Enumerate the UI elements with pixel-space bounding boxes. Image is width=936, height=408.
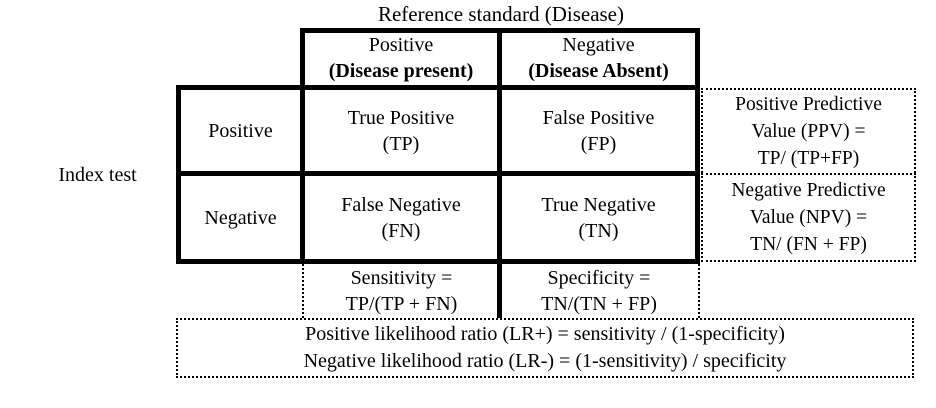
grid-line-right bbox=[695, 28, 700, 264]
cell-false-positive: False Positive (FP) bbox=[542, 106, 655, 155]
ppv-formula-box: Positive Predictive Value (PPV) = TP/ (T… bbox=[701, 88, 916, 173]
cell-true-positive: True Positive (TP) bbox=[347, 106, 455, 155]
grid-line-left bbox=[176, 85, 181, 264]
npv-formula-box: Negative Predictive Value (NPV) = TN/ (F… bbox=[701, 173, 916, 262]
grid-line-row-divider bbox=[176, 171, 700, 176]
index-test-label: Index test bbox=[58, 164, 137, 186]
column-header-positive: Positive (Disease present) bbox=[305, 31, 497, 85]
grid-line-header-bottom bbox=[176, 85, 700, 90]
column-header-negative-line2: (Disease Absent) bbox=[528, 60, 669, 82]
row-header-negative: Negative bbox=[204, 206, 277, 229]
cell-false-negative: False Negative (FN) bbox=[341, 193, 461, 242]
specificity-formula-box: Specificity = TN/(TN + FP) bbox=[500, 264, 700, 318]
likelihood-ratio-box: Positive likelihood ratio (LR+) = sensit… bbox=[176, 318, 914, 378]
sensitivity-formula-box: Sensitivity = TP/(TP + FN) bbox=[302, 264, 499, 318]
grid-line-table-bottom bbox=[176, 259, 700, 264]
grid-line-mid bbox=[497, 28, 502, 318]
column-header-positive-line1: Positive bbox=[368, 34, 434, 56]
column-header-negative: Negative (Disease Absent) bbox=[502, 31, 695, 85]
grid-line-col1 bbox=[300, 28, 305, 264]
column-header-negative-line1: Negative bbox=[562, 34, 635, 56]
row-header-positive: Positive bbox=[208, 119, 273, 142]
cell-true-negative: True Negative (TN) bbox=[541, 193, 656, 242]
reference-standard-title: Reference standard (Disease) bbox=[377, 2, 625, 26]
column-header-positive-line2: (Disease present) bbox=[328, 60, 474, 82]
